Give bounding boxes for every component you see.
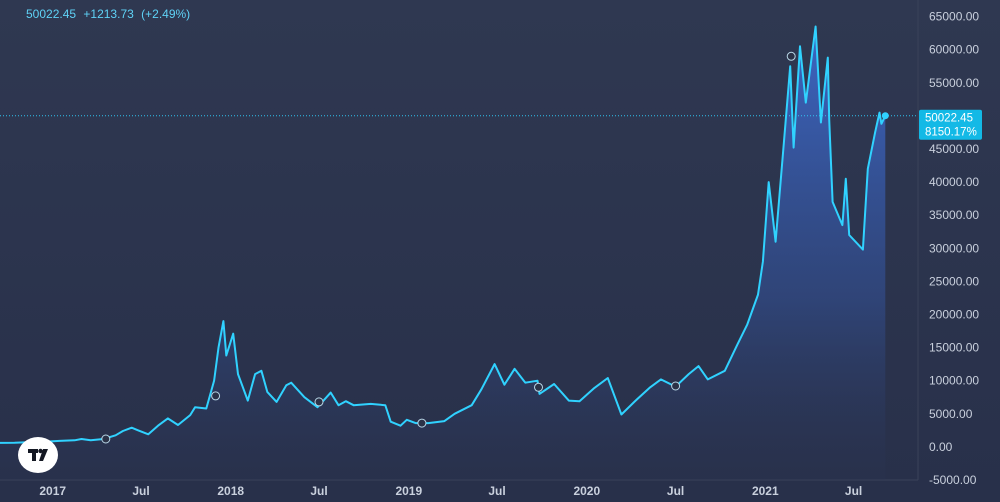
x-tick-label: 2019	[395, 484, 422, 498]
y-tick-label: 15000.00	[929, 341, 979, 355]
y-tick-label: 10000.00	[929, 374, 979, 388]
tradingview-logo-glyph	[28, 448, 48, 461]
legend-change-percent: (+2.49%)	[141, 7, 191, 21]
y-tick-label: 30000.00	[929, 241, 979, 255]
y-tick-label: 65000.00	[929, 10, 979, 24]
series-line	[0, 25, 887, 444]
x-tick-label: Jul	[667, 484, 684, 498]
price-axis[interactable]: -5000.00 0.00 5000.00 10000.00 15000.00 20000…	[929, 10, 979, 487]
price-badge-box	[919, 109, 982, 140]
legend-last-value: 50022.45	[26, 7, 77, 21]
y-tick-label: 45000.00	[929, 142, 979, 156]
price-badge: 50022.45 8150.17%	[919, 109, 982, 140]
tradingview-logo-icon[interactable]	[18, 437, 58, 473]
area-fill	[0, 26, 886, 480]
event-marker[interactable]	[417, 418, 427, 428]
y-tick-label: 55000.00	[929, 76, 979, 90]
y-tick-label: 5000.00	[929, 407, 973, 421]
legend-change: +1213.73	[83, 7, 134, 21]
x-tick-label: Jul	[845, 484, 862, 498]
event-markers	[101, 51, 889, 444]
time-axis[interactable]: 2017 Jul 2018 Jul 2019 Jul 2020 Jul 2021 Jul	[39, 484, 862, 498]
series-area	[0, 26, 886, 480]
x-tick-label: 2021	[752, 484, 779, 498]
last-point-marker[interactable]	[881, 112, 889, 120]
x-tick-label: 2018	[217, 484, 244, 498]
legend: 50022.45 +1213.73 (+2.49%)	[26, 7, 194, 21]
y-tick-label: 60000.00	[929, 43, 979, 57]
y-tick-label: 35000.00	[929, 208, 979, 222]
x-tick-label: 2020	[573, 484, 600, 498]
x-tick-label: Jul	[488, 484, 505, 498]
event-marker[interactable]	[786, 51, 796, 61]
price-badge-value: 50022.45	[925, 113, 973, 125]
y-tick-label: 25000.00	[929, 274, 979, 288]
y-tick-label: -5000.00	[929, 473, 977, 487]
x-tick-label: Jul	[132, 484, 149, 498]
event-marker[interactable]	[534, 382, 543, 392]
x-tick-label: 2017	[39, 484, 66, 498]
event-marker[interactable]	[211, 391, 221, 401]
price-line	[0, 25, 887, 444]
y-tick-label: 0.00	[929, 440, 953, 454]
price-badge-percent: 8150.17%	[925, 127, 977, 139]
event-marker[interactable]	[671, 381, 681, 391]
y-tick-label: 40000.00	[929, 175, 979, 189]
event-marker[interactable]	[314, 397, 324, 407]
y-tick-label: 20000.00	[929, 308, 979, 322]
event-marker[interactable]	[101, 434, 111, 444]
x-tick-label: Jul	[310, 484, 327, 498]
